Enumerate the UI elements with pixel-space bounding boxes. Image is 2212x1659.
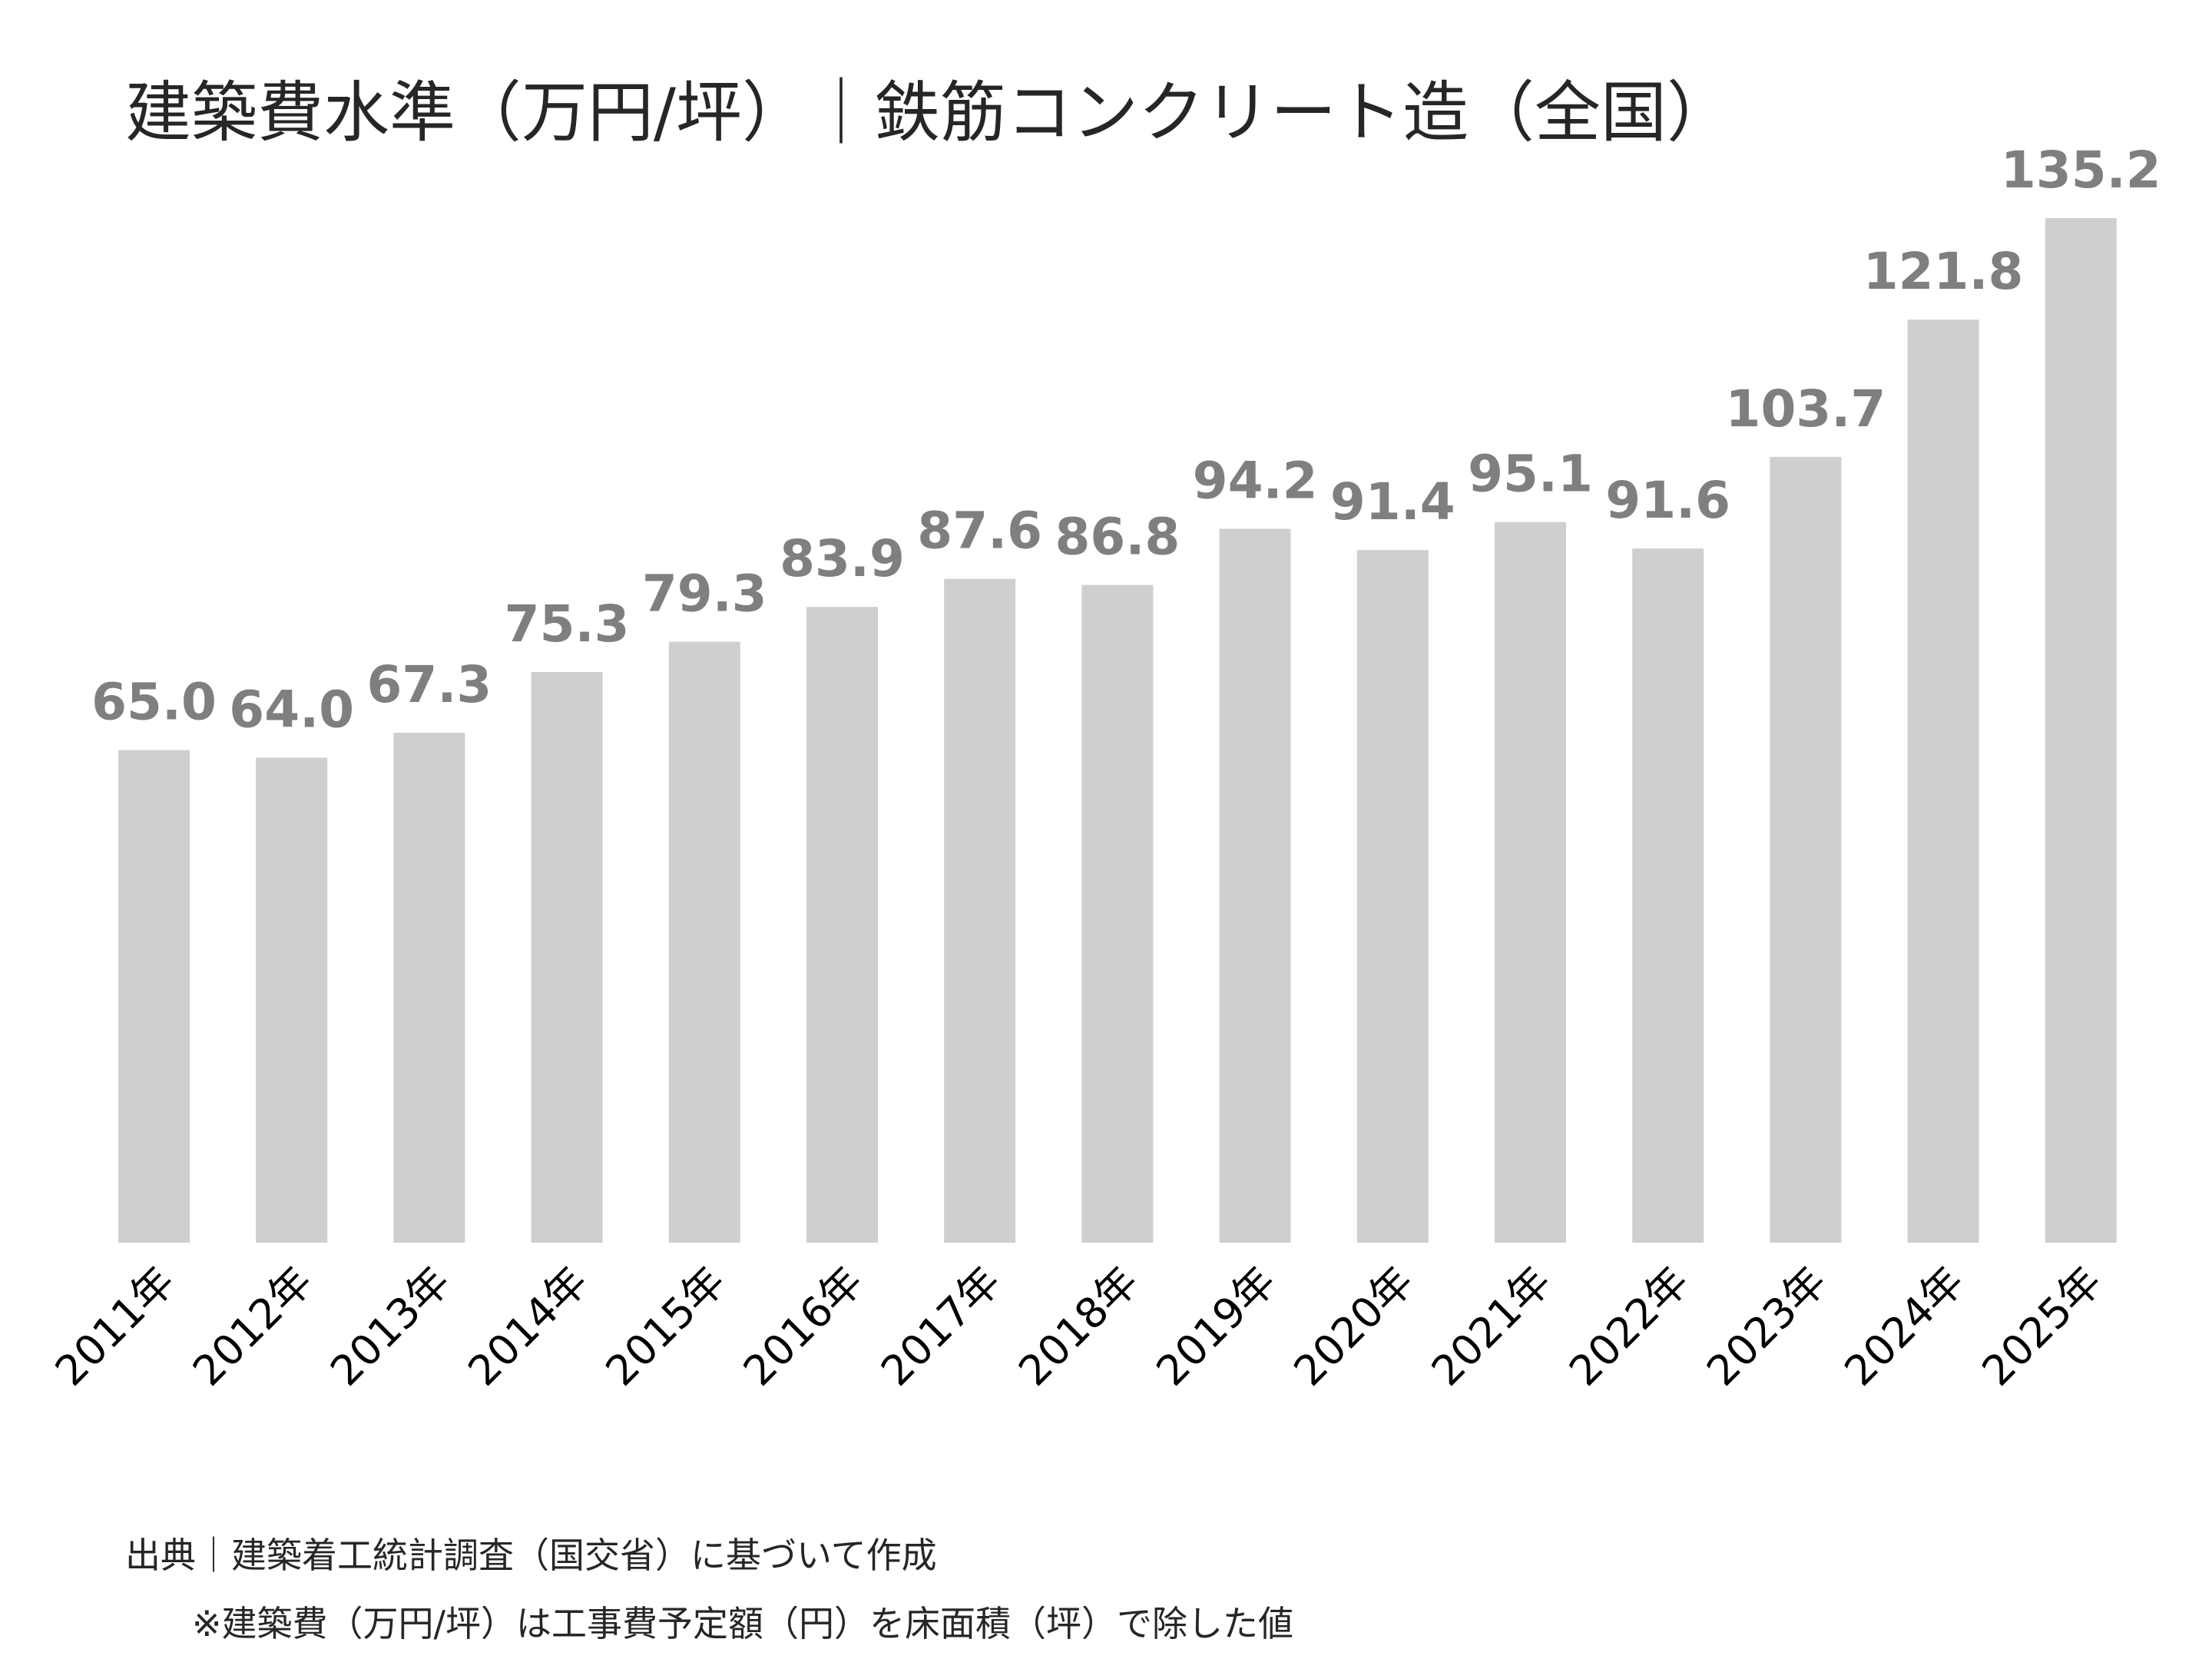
x-tick-label: 2018年 (1009, 1257, 1147, 1396)
x-tick-label: 2019年 (1147, 1257, 1285, 1396)
bar-2013年 (393, 732, 465, 1243)
value-label: 94.2 (1193, 452, 1318, 511)
note-footnote: ※建築費（万円/坪）は工事費予定額（円）を床面積（坪）で除した値 (192, 1603, 1293, 1644)
x-tick-label: 2023年 (1697, 1257, 1836, 1396)
value-label: 65.0 (91, 673, 217, 732)
bar-2012年 (256, 757, 328, 1243)
x-tick-label: 2017年 (872, 1257, 1010, 1396)
value-label: 75.3 (505, 594, 630, 654)
bar-2022年 (1632, 548, 1704, 1243)
value-label: 103.7 (1726, 379, 1886, 439)
bar-2024年 (1907, 320, 1979, 1243)
value-label: 64.0 (229, 680, 354, 740)
bar-2014年 (531, 672, 603, 1243)
value-label: 83.9 (780, 529, 905, 588)
bar-2016年 (806, 607, 878, 1243)
x-tick-label: 2022年 (1560, 1257, 1698, 1396)
value-label: 67.3 (366, 655, 492, 714)
value-label: 91.6 (1605, 471, 1730, 530)
bar-2019年 (1219, 528, 1291, 1243)
chart-title: 建築費水準（万円/坪）｜鉄筋コンクリート造（全国） (125, 75, 1733, 151)
x-tick-label: 2012年 (184, 1257, 322, 1396)
x-tick-label: 2024年 (1835, 1257, 1973, 1396)
value-label: 79.3 (642, 565, 767, 624)
x-tick-label: 2020年 (1285, 1257, 1423, 1396)
value-label: 121.8 (1863, 242, 2024, 301)
bar-2017年 (944, 578, 1016, 1243)
value-label: 91.4 (1330, 472, 1455, 531)
x-tick-label: 2013年 (321, 1257, 459, 1396)
bar-2011年 (118, 750, 190, 1243)
x-tick-label: 2021年 (1422, 1257, 1561, 1396)
bar-2025年 (2045, 218, 2117, 1243)
value-label: 95.1 (1468, 445, 1593, 504)
bar-2020年 (1356, 550, 1429, 1243)
x-tick-label: 2025年 (1973, 1257, 2111, 1396)
bar-2021年 (1495, 522, 1566, 1243)
bar-2015年 (668, 641, 740, 1243)
x-tick-label: 2016年 (734, 1257, 873, 1396)
x-tick-label: 2015年 (597, 1257, 735, 1396)
value-label: 135.2 (2001, 141, 2161, 200)
value-label: 87.6 (917, 502, 1042, 561)
bar-2018年 (1081, 584, 1154, 1243)
bar-2023年 (1770, 456, 1842, 1243)
x-tick-label: 2014年 (459, 1257, 597, 1396)
source-footnote: 出典｜建築着工統計調査（国交省）に基づいて作成 (125, 1535, 937, 1576)
value-label: 86.8 (1055, 508, 1180, 567)
x-tick-label: 2011年 (46, 1257, 184, 1396)
bars-group: 65.0 2011年 64.0 2012年 67.3 2013年 75.3 2014年 79.3… (46, 141, 2161, 1396)
